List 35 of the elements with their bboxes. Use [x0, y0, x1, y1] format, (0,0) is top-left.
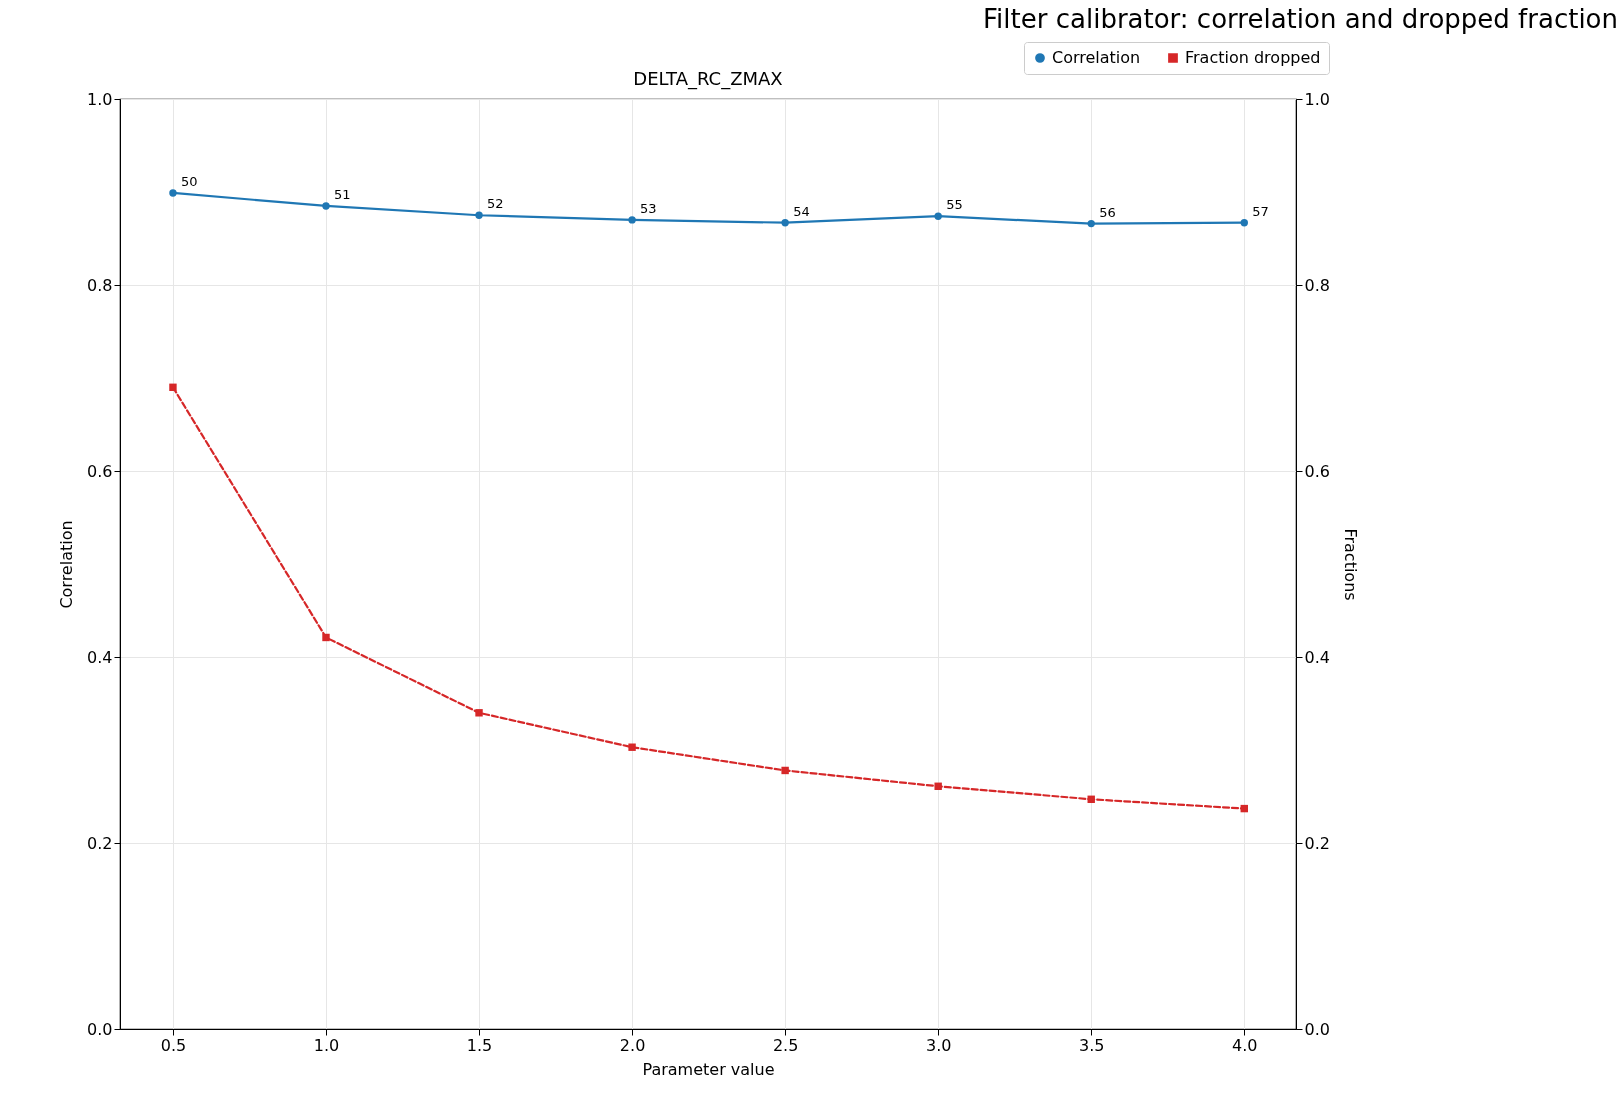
x-axis-title: Parameter value [642, 1059, 775, 1079]
x-tick-label: 2.0 [619, 1035, 646, 1055]
y-tick-label: 1.0 [87, 89, 113, 109]
x-tick-label: 1.0 [313, 1035, 340, 1055]
legend-label: Fraction dropped [1185, 48, 1321, 67]
y2-tick-label: 0.8 [1304, 275, 1330, 295]
annotation: 56 [1099, 204, 1116, 220]
y2-tick-label: 0.6 [1304, 461, 1330, 481]
y-axis-title: Correlation [57, 520, 77, 609]
x-tick-label: 0.5 [160, 1035, 187, 1055]
annotation: 53 [640, 200, 657, 216]
annotation: 51 [334, 186, 351, 202]
chart-title: Filter calibrator: correlation and dropped fraction [983, 4, 1618, 34]
y-tick-label: 0.0 [87, 1019, 113, 1039]
x-tick-label: 2.5 [772, 1035, 799, 1055]
x-tick-label: 3.0 [925, 1035, 952, 1055]
x-tick-label: 1.5 [466, 1035, 493, 1055]
annotation: 57 [1252, 203, 1269, 219]
legend-label: Correlation [1052, 48, 1141, 67]
annotation: 52 [487, 196, 504, 212]
annotation: 50 [180, 173, 198, 189]
chart-subtitle: DELTA_RC_ZMAX [633, 68, 783, 90]
x-tick-label: 4.0 [1232, 1035, 1258, 1055]
y2-tick-label: 1.0 [1304, 89, 1330, 109]
y-tick-label: 0.6 [87, 461, 113, 481]
y-tick-label: 0.4 [87, 647, 113, 667]
y2-tick-label: 0.4 [1304, 647, 1330, 667]
y-tick-label: 0.8 [87, 275, 113, 295]
annotation: 54 [793, 203, 810, 219]
x-tick-label: 3.5 [1079, 1035, 1105, 1055]
y2-tick-label: 0.0 [1304, 1019, 1330, 1039]
y2-tick-label: 0.2 [1304, 833, 1330, 853]
annotation: 55 [946, 197, 963, 213]
y-tick-label: 0.2 [87, 833, 113, 853]
y2-axis-title: Fractions [1340, 528, 1360, 601]
